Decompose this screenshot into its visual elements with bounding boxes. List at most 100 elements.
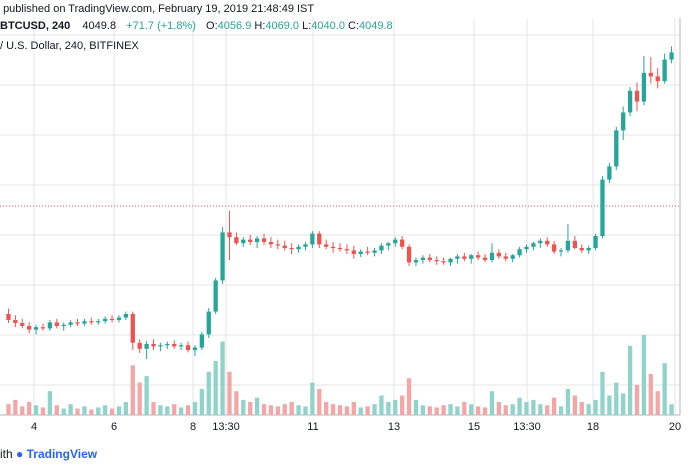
candle-body <box>123 314 129 318</box>
x-tick-label: 13:30 <box>513 421 541 433</box>
volume-bar <box>89 409 94 415</box>
close-label: C: <box>348 20 360 32</box>
candle-body <box>551 244 557 252</box>
candle-body <box>241 239 246 244</box>
volume-bar <box>393 399 398 415</box>
volume-bar <box>248 402 253 415</box>
candle-body <box>317 233 322 245</box>
candle-body <box>434 260 439 262</box>
volume-bar <box>103 405 108 415</box>
price-chart[interactable]: 4 6 8 13:30 11 13 15 13:30 18 20 <box>0 18 700 466</box>
candle-body <box>254 238 260 242</box>
candle-body <box>579 248 584 251</box>
volume-bar <box>227 371 232 415</box>
volume-bar <box>365 406 370 415</box>
volume-bar <box>669 404 674 415</box>
volume-bar <box>641 335 647 415</box>
candle-body <box>248 239 253 242</box>
volume-bar <box>47 391 53 415</box>
volume-bar <box>662 363 667 415</box>
candle-body <box>116 317 122 320</box>
volume-bar <box>572 395 577 415</box>
volume-bar <box>317 389 322 415</box>
candle-body <box>54 322 59 326</box>
volume-bar <box>413 399 419 415</box>
candle-body <box>137 342 142 349</box>
candle-body <box>531 243 536 247</box>
candle-body <box>524 246 529 250</box>
candle-body <box>330 246 336 248</box>
candle-body <box>448 258 453 263</box>
candle-body <box>303 244 308 247</box>
volume-bar <box>199 389 204 415</box>
volume-bar <box>448 404 453 415</box>
candle-body <box>20 323 25 326</box>
candle-body <box>185 345 191 350</box>
volume-bar <box>20 406 25 415</box>
volume-bar <box>607 395 612 415</box>
candle-body <box>413 260 419 263</box>
candle-body <box>427 257 432 260</box>
candle-body <box>621 112 626 131</box>
chart-header: published on TradingView.com, February 1… <box>0 0 700 18</box>
volume-bar <box>503 405 508 415</box>
chart-area[interactable]: 4 6 8 13:30 11 13 15 13:30 18 20 <box>0 18 700 466</box>
x-tick-label: 20 <box>669 421 681 433</box>
volume-bar <box>489 391 495 415</box>
volume-bar <box>579 402 584 415</box>
volume-bar <box>524 402 529 415</box>
volume-bar <box>545 405 550 415</box>
candle-body <box>96 321 101 323</box>
candle-body <box>310 233 315 245</box>
candle-body <box>586 248 591 251</box>
tradingview-brand[interactable]: TradingView <box>26 447 98 461</box>
volume-bar <box>165 406 170 415</box>
volume-bar <box>130 365 135 415</box>
volume-bar <box>27 402 32 415</box>
candle-body <box>572 240 577 248</box>
volume-bar <box>538 404 543 415</box>
candle-body <box>614 130 619 167</box>
x-tick-label: 8 <box>190 421 196 433</box>
candle-body <box>234 237 239 244</box>
candle-body <box>151 344 156 347</box>
volume-bar <box>621 393 626 415</box>
volume-bar <box>344 406 350 415</box>
volume-bar <box>496 402 502 415</box>
volume-bar <box>234 391 239 415</box>
candle-body <box>607 166 612 180</box>
x-tick-label: 4 <box>31 421 37 433</box>
x-tick-label: 18 <box>587 421 599 433</box>
x-tick-label: 15 <box>468 421 480 433</box>
volume-bar <box>358 407 363 415</box>
candle-body <box>324 244 329 247</box>
low-label: L: <box>302 20 312 32</box>
volume-bar <box>96 407 101 415</box>
volume-bar <box>61 408 66 415</box>
x-tick-label: 11 <box>307 421 318 433</box>
candle-body <box>593 236 598 248</box>
last-price: 4049.8 <box>82 20 117 32</box>
volume-bar <box>172 404 177 415</box>
volume-bar <box>551 397 557 415</box>
volume-bar <box>420 405 426 415</box>
candle-body <box>351 250 356 254</box>
candle-body <box>600 179 605 236</box>
candle-body <box>565 240 571 251</box>
volume-bar <box>213 360 218 415</box>
volume-bar <box>482 407 488 415</box>
x-tick-label: 6 <box>111 421 117 433</box>
candle-body <box>199 334 204 348</box>
volume-bar <box>303 406 308 415</box>
footer-prefix: ith <box>0 447 13 461</box>
candle-body <box>13 320 18 323</box>
candle-body <box>165 344 170 346</box>
candle-body <box>275 244 280 246</box>
volume-bar <box>206 371 211 415</box>
volume-bar <box>634 384 640 415</box>
candle-body <box>358 251 363 254</box>
candle-body <box>82 321 87 324</box>
volume-bar <box>386 402 391 415</box>
candle-body <box>61 324 66 326</box>
candle-body <box>178 345 184 347</box>
